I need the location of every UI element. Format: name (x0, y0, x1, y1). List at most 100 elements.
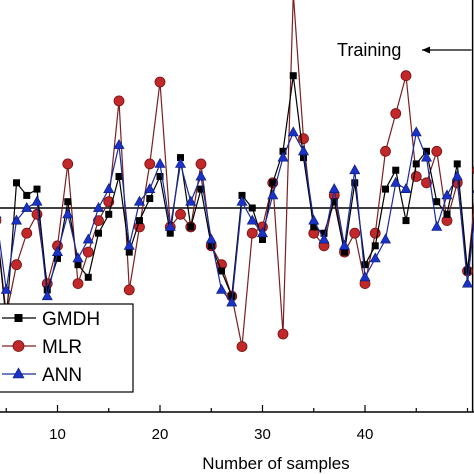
point-mlr-19 (144, 158, 156, 170)
point-mlr-20 (154, 76, 166, 88)
point-ann-7 (21, 201, 33, 212)
point-mlr-16 (113, 95, 125, 107)
legend-marker-ann (12, 367, 25, 379)
point-gmdh-22 (177, 154, 184, 162)
point-ann-23 (185, 195, 197, 206)
point-gmdh-40 (361, 261, 369, 269)
point-ann-21 (164, 220, 176, 231)
point-ann-9 (41, 290, 53, 301)
point-gmdh-10 (54, 254, 61, 262)
x-tick-label-30: 30 (254, 426, 271, 443)
point-ann-20 (154, 157, 166, 168)
point-gmdh-47 (433, 198, 441, 206)
point-mlr-24 (195, 158, 207, 170)
point-gmdh-34 (300, 154, 307, 162)
point-mlr-28 (236, 341, 248, 353)
point-gmdh-17 (125, 248, 133, 256)
point-mlr-12 (72, 278, 84, 290)
point-gmdh-15 (105, 210, 113, 218)
point-mlr-29 (246, 227, 258, 239)
legend: GMDH MLR ANN (0, 303, 134, 393)
point-mlr-43 (390, 108, 402, 119)
point-ann-5 (0, 283, 12, 294)
point-ann-19 (144, 183, 156, 193)
point-gmdh-18 (136, 217, 143, 225)
x-tick-label-40: 40 (357, 426, 374, 443)
point-mlr-44 (400, 70, 412, 82)
point-ann-28 (236, 195, 248, 206)
point-gmdh-30 (259, 236, 266, 243)
point-ann-27 (226, 296, 238, 307)
x-tick-label-10: 10 (49, 426, 66, 443)
point-ann-47 (431, 220, 443, 231)
point-gmdh-24 (197, 185, 205, 193)
point-gmdh-45 (412, 160, 420, 168)
point-gmdh-12 (74, 261, 82, 269)
point-gmdh-14 (95, 229, 102, 237)
point-ann-14 (92, 201, 105, 212)
point-gmdh-21 (166, 229, 174, 237)
point-mlr-4 (0, 216, 2, 225)
point-gmdh-48 (443, 210, 451, 218)
point-ann-32 (277, 151, 289, 162)
plot-area (0, 0, 474, 412)
legend-label-ann: ANN (42, 365, 82, 386)
point-gmdh-44 (402, 217, 410, 225)
point-gmdh-33 (289, 72, 297, 80)
point-gmdh-39 (351, 179, 359, 187)
point-ann-11 (62, 208, 74, 219)
point-ann-13 (82, 233, 94, 244)
series-layer (0, 0, 474, 353)
point-mlr-11 (62, 158, 74, 170)
point-ann-35 (308, 214, 320, 225)
point-ann-31 (267, 189, 279, 200)
point-gmdh-16 (115, 173, 123, 180)
point-gmdh-25 (207, 242, 215, 250)
point-ann-16 (113, 138, 125, 149)
point-mlr-6 (11, 259, 22, 271)
point-ann-37 (328, 183, 340, 193)
point-ann-38 (338, 239, 351, 250)
point-gmdh-38 (341, 248, 348, 256)
point-ann-8 (31, 195, 43, 206)
point-gmdh-7 (23, 191, 31, 199)
point-gmdh-42 (382, 185, 389, 193)
point-gmdh-23 (187, 223, 195, 231)
point-ann-43 (390, 176, 402, 187)
point-ann-41 (369, 252, 381, 263)
point-ann-36 (318, 233, 330, 244)
point-ann-6 (10, 214, 23, 225)
point-gmdh-31 (269, 179, 277, 187)
x-tick-label-20: 20 (152, 426, 169, 443)
point-gmdh-9 (43, 286, 51, 294)
point-gmdh-46 (423, 147, 430, 155)
point-mlr-7 (21, 227, 33, 239)
point-gmdh-35 (310, 223, 318, 231)
legend-marker-gmdh (14, 314, 23, 322)
point-mlr-39 (349, 227, 361, 239)
point-gmdh-50 (464, 267, 471, 275)
point-ann-18 (133, 195, 146, 206)
point-mlr-47 (431, 145, 443, 157)
point-gmdh-36 (320, 229, 328, 237)
point-ann-33 (287, 126, 299, 137)
series-line-mlr (0, 0, 474, 347)
legend-label-mlr: MLR (42, 337, 82, 358)
point-gmdh-27 (228, 292, 236, 300)
point-mlr-17 (123, 284, 135, 296)
point-gmdh-20 (156, 173, 164, 180)
point-gmdh-37 (330, 198, 338, 206)
point-gmdh-8 (33, 185, 41, 193)
point-ann-45 (410, 126, 422, 137)
point-gmdh-29 (248, 204, 256, 212)
point-ann-49 (451, 170, 463, 181)
annotation-training: Training (337, 40, 401, 60)
point-ann-29 (246, 214, 258, 225)
point-gmdh-41 (371, 242, 379, 250)
point-mlr-32 (277, 328, 289, 340)
point-mlr-45 (410, 171, 422, 182)
point-mlr-42 (380, 145, 391, 157)
point-gmdh-28 (238, 191, 246, 199)
point-ann-17 (123, 239, 135, 250)
point-ann-4 (0, 215, 2, 219)
